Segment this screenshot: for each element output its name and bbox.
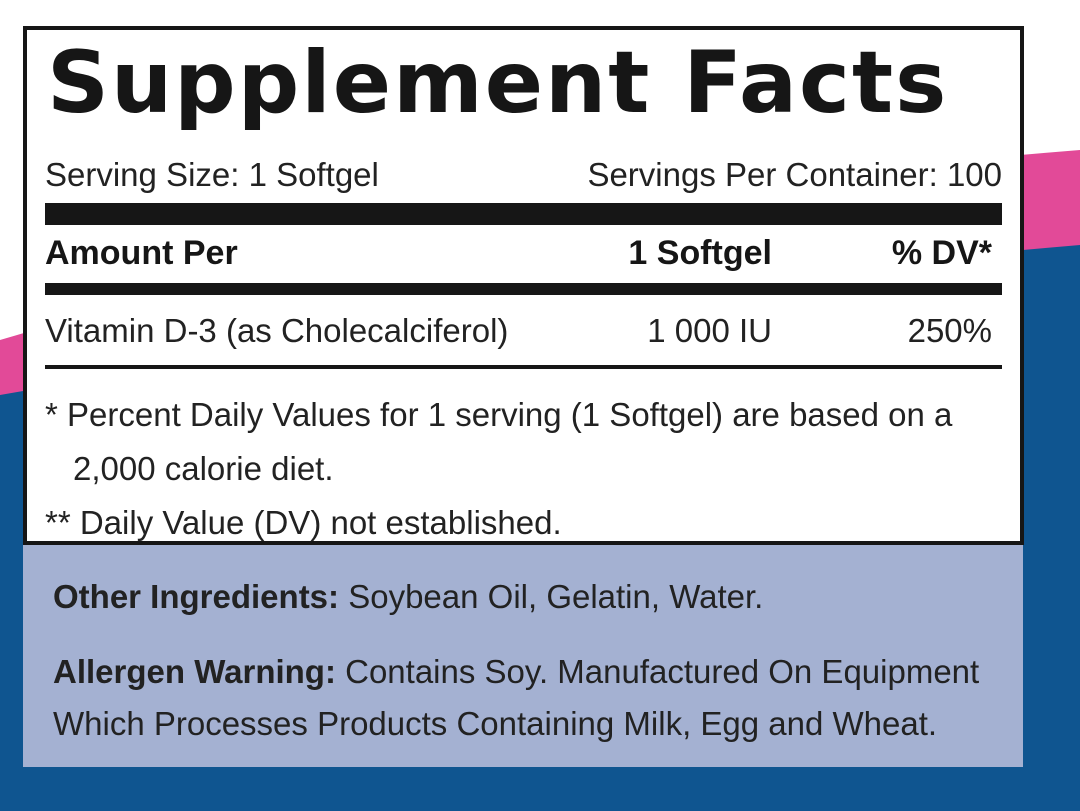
nutrient-name: Vitamin D-3 (as Cholecalciferol) bbox=[45, 312, 509, 349]
footnote-dv-not-established: ** Daily Value (DV) not established. bbox=[45, 504, 562, 541]
servings-per-container: Servings Per Container: 100 bbox=[587, 156, 1002, 193]
other-ingredients: Other Ingredients: Soybean Oil, Gelatin,… bbox=[53, 580, 763, 613]
allergen-warning-text: Contains Soy. Manufactured On Equipment bbox=[335, 653, 980, 690]
allergen-warning-label: Allergen Warning: bbox=[53, 653, 336, 690]
serving-size: Serving Size: 1 Softgel bbox=[45, 156, 379, 193]
ingredients-panel: Other Ingredients: Soybean Oil, Gelatin,… bbox=[23, 545, 1023, 767]
header-serving-amount: 1 Softgel bbox=[628, 234, 772, 272]
supplement-facts-panel: Supplement Facts Serving Size: 1 Softgel… bbox=[23, 26, 1024, 545]
other-ingredients-text: Soybean Oil, Gelatin, Water. bbox=[339, 578, 764, 615]
footnote-calorie-diet: 2,000 calorie diet. bbox=[73, 450, 334, 487]
page-title: Supplement Facts bbox=[47, 33, 949, 133]
other-ingredients-label: Other Ingredients: bbox=[53, 578, 340, 615]
thick-divider bbox=[45, 203, 1002, 225]
nutrient-amount: 1 000 IU bbox=[647, 312, 772, 349]
header-daily-value: % DV* bbox=[891, 234, 992, 272]
table-header-row: Amount Per 1 Softgel % DV* bbox=[45, 236, 1002, 270]
table-row: Vitamin D-3 (as Cholecalciferol) 1 000 I… bbox=[45, 314, 1002, 347]
allergen-warning-continued: Which Processes Products Containing Milk… bbox=[53, 705, 938, 742]
allergen-warning: Allergen Warning: Contains Soy. Manufact… bbox=[53, 655, 979, 688]
header-amount-per: Amount Per bbox=[45, 234, 238, 272]
serving-info-row: Serving Size: 1 Softgel Servings Per Con… bbox=[45, 158, 1002, 191]
footer-divider bbox=[45, 365, 1002, 369]
footnote-percent-daily-value: * Percent Daily Values for 1 serving (1 … bbox=[45, 396, 953, 433]
header-divider bbox=[45, 283, 1002, 295]
nutrient-daily-value: 250% bbox=[907, 312, 992, 349]
